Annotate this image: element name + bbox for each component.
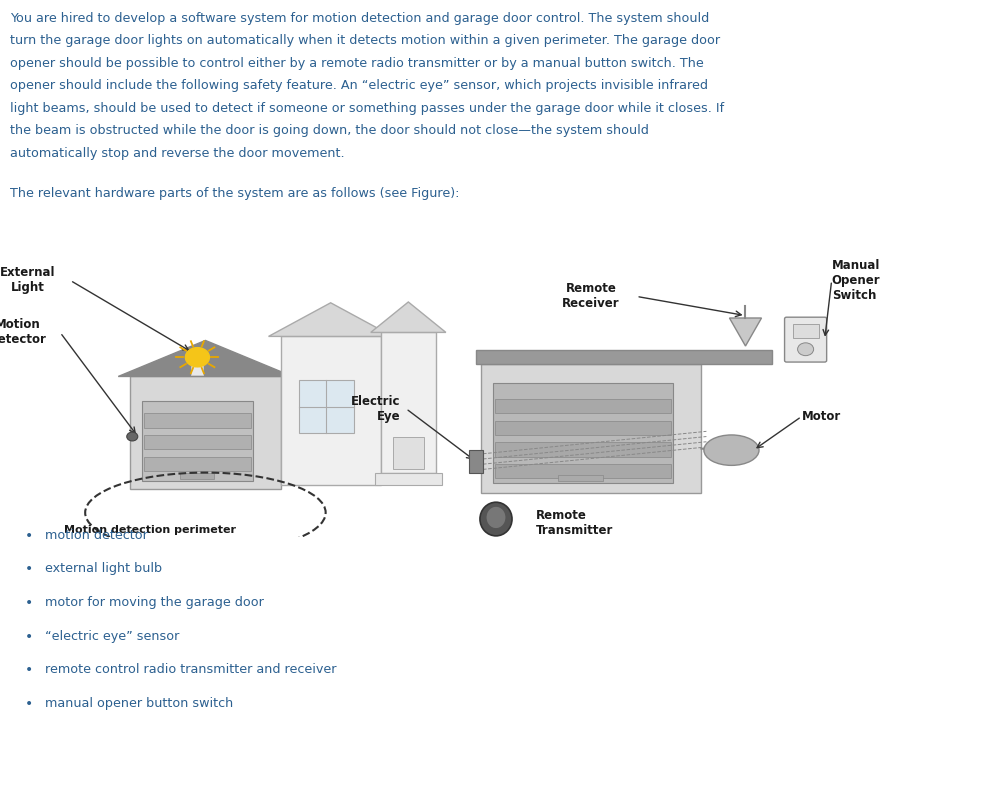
Polygon shape: [118, 340, 293, 376]
Text: “electric eye” sensor: “electric eye” sensor: [45, 630, 179, 642]
Polygon shape: [299, 380, 354, 433]
Text: Motion
Detector: Motion Detector: [0, 319, 47, 346]
Polygon shape: [281, 336, 381, 485]
Text: external light bulb: external light bulb: [45, 562, 162, 575]
Text: •: •: [25, 663, 33, 677]
Polygon shape: [495, 421, 671, 435]
Text: automatically stop and reverse the door movement.: automatically stop and reverse the door …: [10, 147, 345, 159]
Text: Remote
Receiver: Remote Receiver: [562, 283, 620, 310]
Polygon shape: [142, 400, 253, 481]
Text: opener should include the following safety feature. An “electric eye” sensor, wh: opener should include the following safe…: [10, 79, 708, 92]
Polygon shape: [191, 365, 203, 375]
Text: motion detector: motion detector: [45, 529, 148, 541]
Polygon shape: [729, 318, 762, 346]
Polygon shape: [269, 303, 393, 336]
Text: •: •: [25, 596, 33, 610]
Circle shape: [798, 343, 814, 356]
Text: Motion detection perimeter: Motion detection perimeter: [64, 525, 236, 535]
Polygon shape: [495, 399, 671, 413]
Circle shape: [126, 432, 137, 441]
Polygon shape: [393, 437, 424, 469]
Text: light beams, should be used to detect if someone or something passes under the g: light beams, should be used to detect if…: [10, 102, 724, 115]
Circle shape: [185, 348, 209, 367]
Text: remote control radio transmitter and receiver: remote control radio transmitter and rec…: [45, 663, 337, 676]
Polygon shape: [476, 350, 772, 364]
Polygon shape: [375, 473, 442, 485]
Polygon shape: [144, 413, 250, 428]
Text: opener should be possible to control either by a remote radio transmitter or by : opener should be possible to control eit…: [10, 57, 703, 70]
Polygon shape: [130, 376, 281, 489]
Text: •: •: [25, 562, 33, 576]
Polygon shape: [381, 332, 436, 473]
Text: Manual
Opener
Switch: Manual Opener Switch: [832, 259, 881, 302]
Text: Remote
Transmitter: Remote Transmitter: [536, 509, 613, 537]
Text: •: •: [25, 529, 33, 542]
Text: You are hired to develop a software system for motion detection and garage door : You are hired to develop a software syst…: [10, 12, 709, 25]
Text: manual opener button switch: manual opener button switch: [45, 697, 233, 710]
Text: External
Light: External Light: [0, 267, 56, 294]
Text: •: •: [25, 697, 33, 710]
Polygon shape: [493, 383, 673, 483]
Polygon shape: [495, 464, 671, 478]
Polygon shape: [558, 475, 603, 481]
Polygon shape: [144, 457, 250, 471]
Polygon shape: [481, 364, 701, 493]
FancyBboxPatch shape: [785, 317, 827, 362]
Text: •: •: [25, 630, 33, 643]
Ellipse shape: [480, 502, 512, 536]
Text: the beam is obstructed while the door is going down, the door should not close—t: the beam is obstructed while the door is…: [10, 124, 649, 137]
Text: Motor: Motor: [802, 410, 841, 423]
Polygon shape: [180, 473, 214, 479]
Polygon shape: [495, 442, 671, 457]
Ellipse shape: [703, 435, 760, 465]
Ellipse shape: [486, 506, 506, 529]
Text: motor for moving the garage door: motor for moving the garage door: [45, 596, 264, 609]
Polygon shape: [793, 324, 819, 338]
Polygon shape: [469, 450, 483, 473]
Polygon shape: [371, 302, 446, 332]
Text: turn the garage door lights on automatically when it detects motion within a giv: turn the garage door lights on automatic…: [10, 34, 720, 47]
Text: Electric
Eye: Electric Eye: [352, 395, 401, 422]
Polygon shape: [144, 435, 250, 449]
Text: The relevant hardware parts of the system are as follows (see Figure):: The relevant hardware parts of the syste…: [10, 187, 460, 199]
